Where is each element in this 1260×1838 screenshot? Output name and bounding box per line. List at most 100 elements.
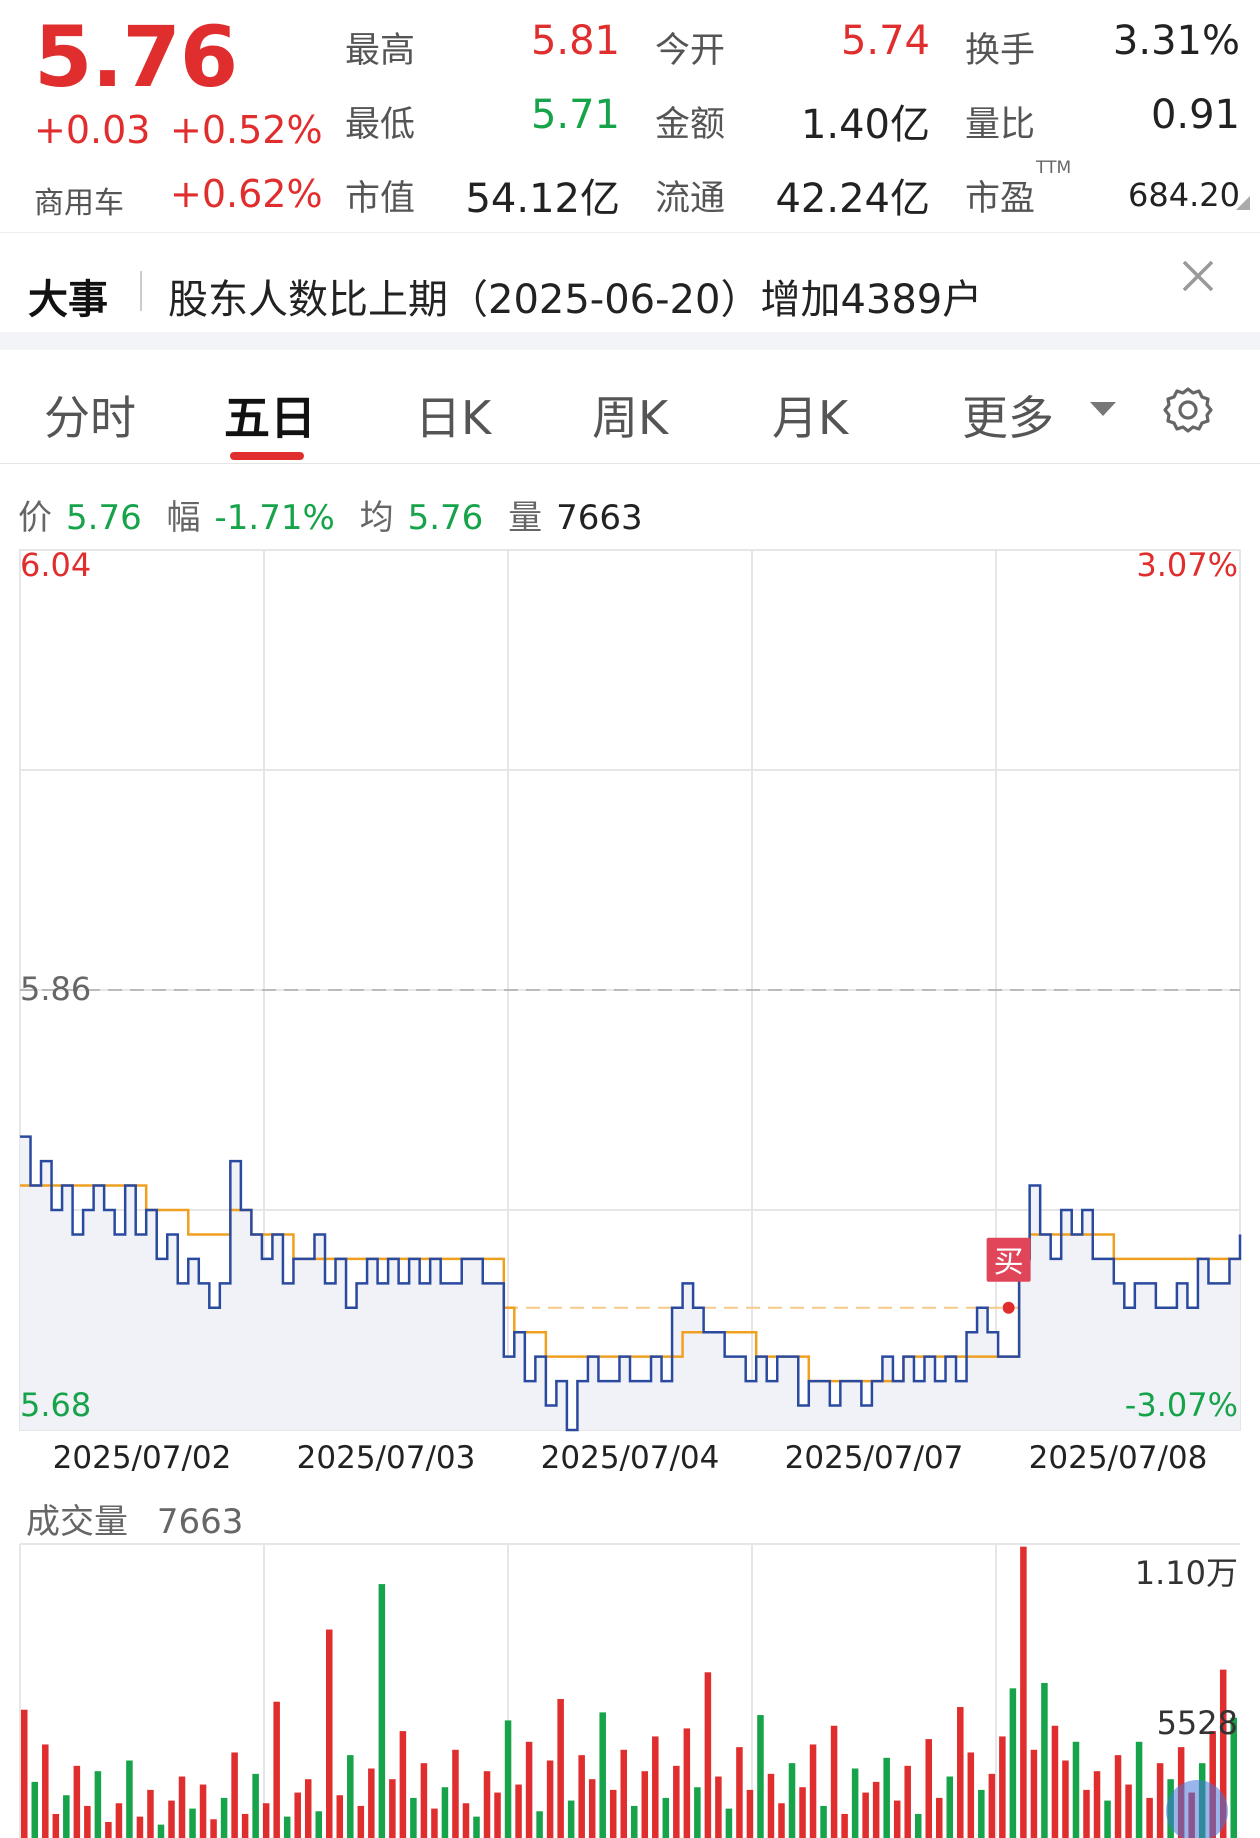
info-range-label: 幅: [166, 498, 201, 538]
volume-chart[interactable]: 1.10万 5528: [0, 1484, 1260, 1838]
y-bottom-pct-label: -3.07%: [1125, 1386, 1238, 1424]
volume-bar: [715, 1776, 722, 1838]
info-price: 5.76: [66, 498, 142, 538]
close-icon[interactable]: [1178, 256, 1218, 296]
buy-marker-label: 买: [994, 1245, 1024, 1280]
five-day-price-chart[interactable]: 买 6.04 3.07% 5.68 -3.07% 5.86 2025/07/02 2025/…: [0, 540, 1260, 1480]
tab-five-day[interactable]: 五日: [224, 391, 316, 445]
tab-weekly-k[interactable]: 周K: [592, 391, 669, 445]
volume-bar: [767, 1773, 775, 1838]
volume-bar: [936, 1797, 943, 1838]
volume-bar: [262, 1803, 270, 1838]
quote-header: 5.76 +0.03 +0.52% 商用车 +0.62% 最高 5.81 今开 …: [0, 0, 1260, 230]
volume-bar: [1093, 1771, 1101, 1838]
active-tab-indicator: [230, 452, 304, 460]
news-text[interactable]: 股东人数比上期（2025-06-20）增加4389户: [168, 277, 983, 323]
tab-monthly-k[interactable]: 月K: [772, 391, 849, 445]
news-divider: [140, 271, 142, 311]
volume-bar: [841, 1813, 848, 1838]
chevron-down-icon[interactable]: [1090, 402, 1116, 416]
volume-bar: [389, 1779, 396, 1838]
stat-label-open: 今开: [655, 31, 726, 71]
volume-bar: [504, 1720, 512, 1838]
stat-label-float-cap: 流通: [655, 179, 726, 219]
price-line: [20, 1135, 1242, 1432]
volume-title: 成交量 7663: [26, 1494, 243, 1543]
stat-value-pe: 684.20: [1128, 176, 1240, 214]
volume-bar: [347, 1755, 354, 1838]
volume-bar: [1009, 1688, 1017, 1838]
price-axis-labels: 6.04 3.07% 5.68 -3.07% 5.86 2025/07/02 2025/07…: [20, 546, 1238, 1476]
volume-bar: [1219, 1669, 1227, 1838]
volume-bar: [1114, 1755, 1122, 1838]
volume-bar: [620, 1749, 627, 1838]
volume-bar: [1072, 1741, 1080, 1838]
volume-bar: [136, 1816, 144, 1838]
stat-value-amount: 1.40亿: [800, 102, 930, 148]
tab-daily-k[interactable]: 日K: [415, 391, 492, 445]
volume-bar: [241, 1813, 249, 1838]
gear-icon[interactable]: [1160, 382, 1216, 438]
volume-bar: [21, 1709, 28, 1838]
tab-more[interactable]: 更多: [962, 391, 1054, 445]
stat-value-high: 5.81: [530, 18, 620, 64]
volume-bar: [399, 1731, 407, 1838]
volume-bar: [588, 1779, 596, 1838]
volume-bar: [978, 1789, 985, 1838]
news-bar[interactable]: 大事 股东人数比上期（2025-06-20）增加4389户: [0, 232, 1260, 332]
volume-bar: [1030, 1749, 1038, 1838]
volume-bar: [778, 1803, 785, 1838]
volume-bar: [178, 1776, 186, 1838]
volume-bar: [988, 1773, 996, 1838]
volume-bar: [893, 1800, 901, 1838]
stat-label-turnover: 换手: [965, 31, 1036, 71]
volume-bar: [189, 1808, 196, 1838]
volume-bars: [21, 1546, 1237, 1838]
volume-grid: [19, 1543, 1240, 1838]
volume-bar: [525, 1741, 533, 1838]
volume-bar: [157, 1824, 165, 1838]
x-date-label: 2025/07/02: [53, 1440, 232, 1476]
volume-bar: [673, 1765, 680, 1838]
volume-bar: [1083, 1789, 1090, 1838]
volume-bar: [1020, 1546, 1027, 1838]
volume-bar: [683, 1728, 691, 1838]
buy-marker-badge: [986, 1237, 1031, 1282]
volume-bar: [31, 1781, 39, 1838]
volume-bar: [925, 1739, 932, 1838]
volume-bar: [736, 1747, 743, 1838]
floating-action-button[interactable]: [1166, 1780, 1228, 1838]
sector-name[interactable]: 商用车: [34, 186, 124, 221]
stat-label-market-cap: 市值: [345, 179, 416, 219]
info-volume-label: 量: [508, 498, 543, 538]
volume-bar: [1051, 1725, 1059, 1838]
volume-bar: [494, 1792, 501, 1838]
info-avg: 5.76: [407, 498, 484, 538]
volume-bar: [757, 1715, 764, 1838]
volume-bar: [704, 1672, 712, 1838]
volume-bar: [1062, 1760, 1069, 1838]
volume-axis-labels: 1.10万 5528: [1135, 1554, 1238, 1742]
tab-intraday[interactable]: 分时: [44, 391, 136, 445]
stat-value-volume-ratio: 0.91: [1150, 92, 1240, 138]
volume-bar: [1041, 1682, 1048, 1838]
volume-bar: [294, 1792, 301, 1838]
volume-bar: [725, 1808, 733, 1838]
expand-corner-icon[interactable]: [1236, 196, 1250, 210]
info-range: -1.71%: [214, 498, 335, 538]
volume-bar: [788, 1763, 796, 1838]
news-tag: 大事: [28, 277, 108, 323]
volume-bar: [578, 1755, 585, 1838]
volume-bar: [199, 1784, 207, 1838]
volume-bar: [52, 1813, 60, 1838]
volume-mid-label: 5528: [1157, 1704, 1238, 1742]
volume-bar: [473, 1816, 480, 1838]
price-change: +0.03: [34, 108, 151, 152]
info-price-label: 价: [18, 498, 52, 538]
volume-bar: [820, 1805, 827, 1838]
stat-label-volume-ratio: 量比: [965, 105, 1036, 145]
x-date-label: 2025/07/07: [785, 1440, 964, 1476]
stat-value-float-cap: 42.24亿: [775, 176, 930, 222]
stat-label-pe: 市盈: [965, 179, 1036, 219]
volume-bar: [368, 1768, 375, 1838]
